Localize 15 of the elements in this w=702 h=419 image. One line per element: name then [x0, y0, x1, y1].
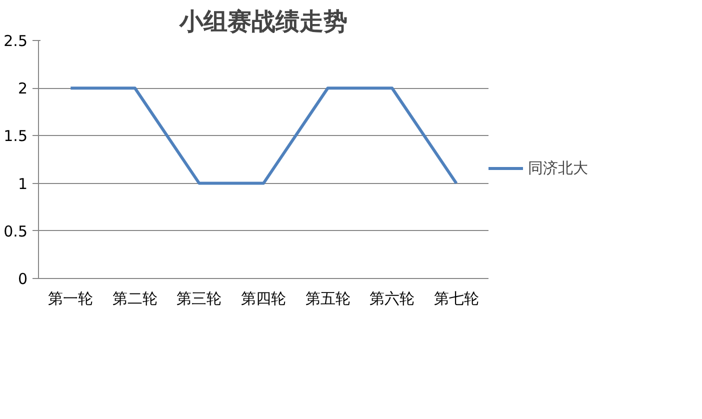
- x-tick-label: 第七轮: [434, 290, 479, 308]
- y-tick-label: 0.5: [4, 222, 28, 240]
- x-tick-label: 第五轮: [305, 290, 350, 308]
- x-tick-label: 第二轮: [112, 290, 158, 308]
- y-tick-label: 2.5: [4, 32, 28, 50]
- legend-label: 同济北大: [528, 158, 588, 178]
- y-tick-label: 1.5: [4, 127, 28, 146]
- x-tick-label: 第一轮: [48, 290, 94, 308]
- chart-title: 小组赛战绩走势: [178, 8, 348, 36]
- x-tick-label: 第六轮: [370, 290, 415, 308]
- y-tick-label: 2: [18, 80, 28, 98]
- x-tick-label: 第四轮: [241, 290, 286, 308]
- x-tick-label: 第三轮: [176, 290, 222, 308]
- y-tick-label: 1: [18, 174, 28, 193]
- y-tick-label: 0: [18, 270, 28, 288]
